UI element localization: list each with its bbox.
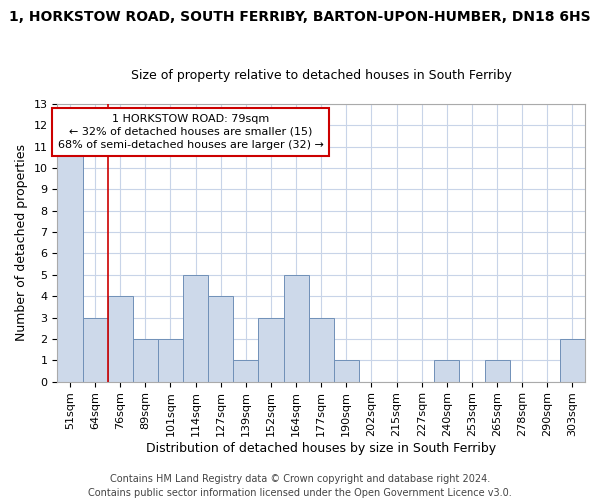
Bar [107,296,133,382]
X-axis label: Distribution of detached houses by size in South Ferriby: Distribution of detached houses by size … [146,442,496,455]
Bar [434,360,460,382]
Text: Contains HM Land Registry data © Crown copyright and database right 2024.
Contai: Contains HM Land Registry data © Crown c… [88,474,512,498]
Title: Size of property relative to detached houses in South Ferriby: Size of property relative to detached ho… [131,69,512,82]
Text: 1 HORKSTOW ROAD: 79sqm
← 32% of detached houses are smaller (15)
68% of semi-det: 1 HORKSTOW ROAD: 79sqm ← 32% of detached… [58,114,323,150]
Bar [58,146,83,382]
Bar [485,360,509,382]
Bar [233,360,259,382]
Text: 1, HORKSTOW ROAD, SOUTH FERRIBY, BARTON-UPON-HUMBER, DN18 6HS: 1, HORKSTOW ROAD, SOUTH FERRIBY, BARTON-… [9,10,591,24]
Bar [259,318,284,382]
Bar [83,318,107,382]
Bar [308,318,334,382]
Bar [183,275,208,382]
Bar [284,275,308,382]
Bar [334,360,359,382]
Bar [208,296,233,382]
Bar [560,339,585,382]
Bar [158,339,183,382]
Bar [133,339,158,382]
Y-axis label: Number of detached properties: Number of detached properties [15,144,28,342]
